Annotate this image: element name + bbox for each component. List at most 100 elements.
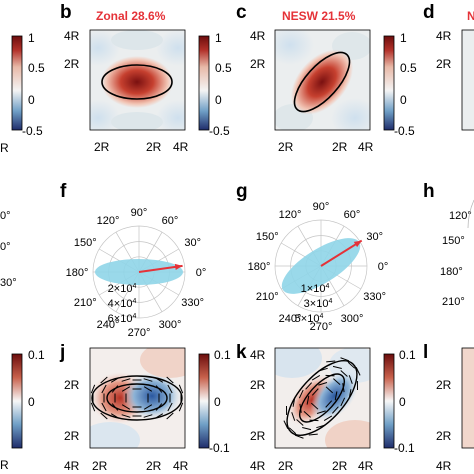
vector-arrow (100, 376, 108, 384)
vector-arrow (155, 385, 163, 393)
x-tick: 4R (64, 459, 80, 473)
polar-angle-label: 330° (181, 297, 204, 309)
polar-arrow-head (353, 240, 362, 248)
vector-field (90, 376, 184, 420)
cbar-tick: 1 (28, 31, 35, 45)
vector-arrow (143, 404, 153, 410)
left-edge-angle-3: 30° (0, 277, 17, 289)
colorbar-bottom-right: 0.1 0 -0.1 (383, 348, 416, 455)
panel-k: k 4R 2R 2R 4R 2R 2R 4R (236, 342, 374, 473)
y-tick: 2R (436, 429, 452, 443)
vector-arrow (340, 397, 346, 407)
vector-arrow (90, 384, 96, 394)
polar-angle-label: 330° (363, 291, 386, 303)
y-tick: 2R (436, 378, 452, 392)
x-tick: 4R (250, 459, 266, 473)
polar-radius-label: 1×104 (301, 283, 330, 295)
vector-arrow (110, 413, 120, 419)
polar-angle-label: 240° (279, 313, 302, 325)
cbar-tick: 0 (215, 93, 222, 107)
polar-angle-label: 240° (97, 319, 120, 331)
x-tick: 2R (332, 140, 348, 154)
polar-angle-label: 300° (341, 313, 364, 325)
polar-angle-label: 150° (74, 237, 97, 249)
x-tick: 2R (146, 140, 162, 154)
y-tick: 2R (250, 429, 266, 443)
vector-arrow (302, 427, 312, 431)
vector-arrow (121, 378, 131, 382)
vector-arrow (154, 377, 164, 383)
panel-title-partial: N (467, 9, 474, 23)
x-tick: 2R (92, 459, 108, 473)
vector-arrow (318, 382, 328, 386)
panel-title: Zonal 28.6% (96, 9, 166, 23)
vector-arrow (294, 434, 304, 439)
polar-angle-label: 0° (196, 267, 207, 279)
y-tick: 2R (64, 57, 80, 71)
vector-arrow (325, 386, 334, 394)
y-tick: 2R (64, 378, 80, 392)
polar-angle-label: 90° (131, 207, 148, 219)
cbar-tick: -0.1 (394, 441, 415, 455)
polar-plot: 90° 120° 60° 150° 30° 180° 0° 210° 330° 240° 300° 2… (66, 207, 207, 339)
x-tick: 2R (278, 459, 294, 473)
polar-angle-label: 270° (310, 321, 333, 333)
polar-angle-label: 60° (162, 215, 179, 227)
cbar-tick: -0.5 (22, 124, 43, 138)
panel-letter: h (423, 181, 435, 202)
polar-angle-label: 270° (128, 327, 151, 339)
polar-angle-label: 0° (378, 261, 389, 273)
vector-arrow (311, 388, 319, 396)
vector-arrow (143, 378, 153, 382)
colorbar-top-mid: 1 0.5 0 -0.5 (198, 31, 232, 138)
polar-angle-label: 180° (440, 266, 463, 278)
panel-letter: b (60, 2, 72, 23)
panel-letter: k (236, 342, 247, 363)
polar-angle-label: 90° (313, 201, 330, 213)
left-edge-tick: R (0, 458, 9, 472)
x-tick: 2R (278, 140, 294, 154)
vector-arrow (291, 412, 296, 421)
x-tick: 2R (332, 459, 348, 473)
polar-radius-label: 6×104 (108, 313, 137, 325)
vector-arrow (121, 404, 131, 410)
vector-arrow (334, 391, 338, 401)
left-edge-angle-1: 0° (0, 210, 11, 222)
polar-angle-label: 180° (248, 261, 271, 273)
panel-j: j 2R 2R 4R 2R 2R 4R (59, 342, 189, 473)
vector-arrow (340, 370, 348, 377)
vector-arrow (348, 375, 353, 384)
polar-angle-label: 120° (279, 209, 302, 221)
x-tick: 4R (173, 140, 189, 154)
y-tick: 4R (64, 29, 80, 43)
vector-arrow (299, 403, 302, 413)
vector-arrow (325, 400, 333, 408)
vector-arrow (333, 378, 341, 386)
vector-arrow (342, 383, 345, 393)
cbar-tick: 0 (28, 395, 35, 409)
polar-radius-label: 3×104 (304, 298, 333, 310)
vector-arrow (288, 427, 297, 435)
left-edge-angle-2: 0° (0, 241, 11, 253)
panel-b: b Zonal 28.6% 4R 2R 2R 2R 4R (60, 2, 189, 154)
polar-angle-label: 60° (344, 209, 361, 221)
y-tick: 2R (436, 57, 452, 71)
vector-arrow (311, 375, 321, 381)
vector-field (283, 357, 361, 439)
cbar-tick: 1 (400, 31, 407, 45)
panel-h-partial: h 120° 150° 180° 210° (423, 181, 474, 308)
vector-arrow (316, 410, 326, 414)
x-tick: 2R (94, 140, 110, 154)
polar-plot: 90° 120° 60° 150° 30° 180° 0° 210° 330° 240° 300° 2… (248, 201, 389, 333)
cbar-tick: -0.5 (209, 124, 230, 138)
x-tick: 4R (436, 459, 452, 473)
vector-arrow (101, 402, 107, 412)
vector-arrow (143, 414, 153, 418)
colorbar-bottom-mid: 0.1 0 -0.1 (198, 348, 231, 455)
polar-angle-label: 180° (66, 267, 89, 279)
vector-arrow (332, 365, 342, 369)
polar-angle-label: 150° (442, 235, 465, 247)
x-tick: 2R (146, 459, 162, 473)
vector-arrow (121, 414, 131, 418)
